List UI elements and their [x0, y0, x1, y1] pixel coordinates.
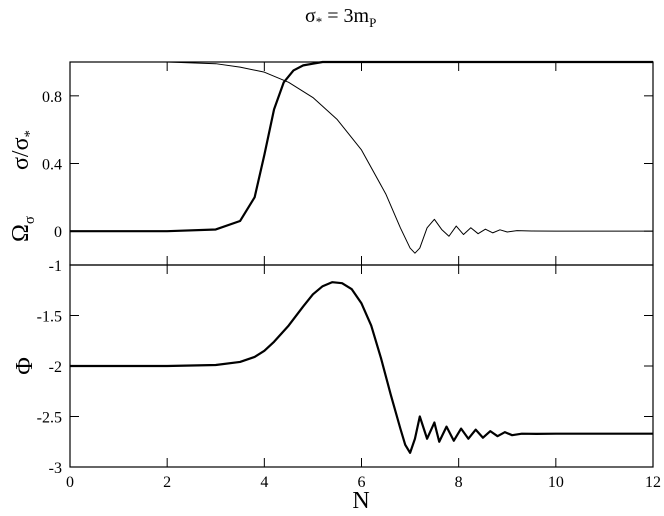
bottom-x-tick-label: 6 — [358, 474, 366, 491]
bottom-x-tick-label: 0 — [66, 474, 74, 491]
bottom-ylabel: Φ — [12, 357, 38, 375]
bottom-y-tick-label: -1.5 — [37, 309, 62, 326]
bottom-x-ticks: 0 2 4 6 8 10 12 — [66, 265, 661, 491]
x-axis-label: N — [352, 488, 369, 514]
bottom-series-thick-line — [70, 281, 653, 454]
top-panel-frame — [69, 61, 654, 266]
title-main: σ — [305, 5, 316, 27]
bottom-x-tick-label: 10 — [548, 474, 564, 491]
top-ylabel-upper: σ/σ* — [8, 130, 38, 170]
top-y-tick-label: 0.8 — [42, 89, 62, 106]
top-series-thin-line — [70, 61, 653, 254]
bottom-y-ticks: -3 -2.5 -2 -1.5 -1 — [37, 258, 653, 477]
bottom-panel: -3 -2.5 -2 -1.5 -1 0 2 4 6 8 10 12 Φ N — [12, 258, 661, 514]
title-rhs: = 3m — [322, 5, 369, 27]
ylabel-lower-main: Ω — [8, 224, 34, 242]
ylabel-upper-subscript: * — [22, 130, 38, 138]
title-main-subscript: * — [316, 14, 323, 29]
top-x-ticks — [69, 62, 654, 265]
bottom-y-tick-label: -1 — [49, 258, 62, 275]
bottom-series-lines — [70, 281, 653, 454]
top-series-lines — [70, 60, 653, 254]
top-series-thick-line — [70, 60, 653, 233]
top-ylabel-lower: Ωσ — [8, 216, 38, 242]
bottom-y-tick-label: -2 — [49, 359, 62, 376]
ylabel-lower-subscript: σ — [22, 216, 38, 224]
chart-title: σ* = 3mP — [305, 5, 376, 30]
bottom-y-tick-label: -3 — [49, 460, 62, 477]
ylabel-upper-main: σ/σ — [8, 137, 34, 170]
top-panel: 0 0.4 0.8 σ/σ* Ωσ — [8, 60, 654, 266]
bottom-x-tick-label: 4 — [260, 474, 268, 491]
top-y-tick-label: 0.4 — [42, 157, 62, 174]
bottom-x-tick-label: 8 — [455, 474, 463, 491]
top-y-ticks: 0 0.4 0.8 — [42, 89, 653, 241]
bottom-y-tick-label: -2.5 — [37, 410, 62, 427]
bottom-x-tick-label: 12 — [645, 474, 661, 491]
title-rhs-subscript: P — [369, 15, 376, 30]
top-y-tick-label: 0 — [54, 224, 62, 241]
bottom-x-tick-label: 2 — [163, 474, 171, 491]
